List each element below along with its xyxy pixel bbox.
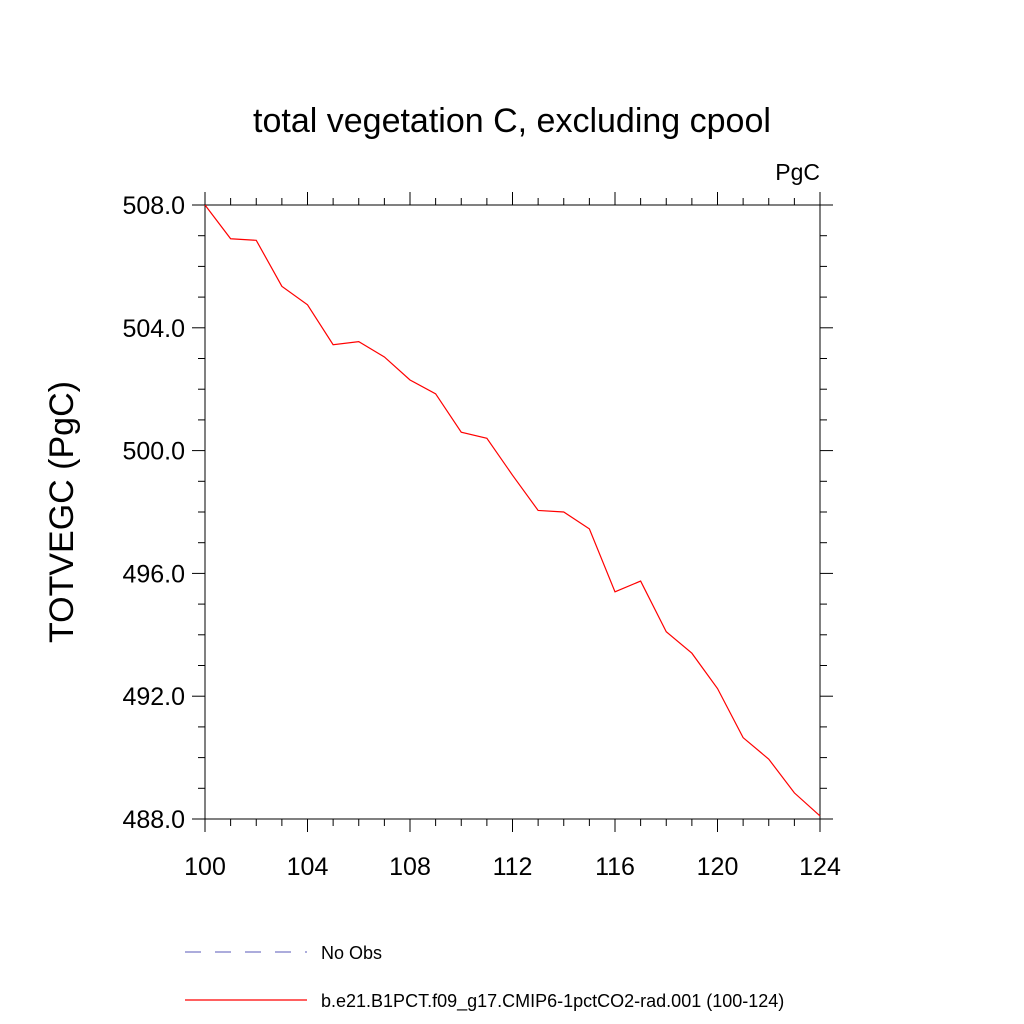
y-tick-label: 504.0 (122, 315, 185, 343)
legend: No Obs b.e21.B1PCT.f09_g17.CMIP6-1pctCO2-… (185, 943, 784, 1012)
chart-title: total vegetation C, excluding cpool (253, 102, 771, 140)
y-tick-label: 508.0 (122, 192, 185, 220)
x-tick-label: 108 (389, 853, 431, 881)
x-tick-label: 104 (287, 853, 329, 881)
x-tick-label: 100 (184, 853, 226, 881)
legend-label: No Obs (321, 943, 382, 963)
y-axis-label: TOTVEGC (PgC) (43, 381, 81, 643)
axis-ticks: 100 104 108 112 116 120 124 488.0 492.0 496.0 500.… (122, 192, 841, 881)
x-tick-label: 120 (697, 853, 739, 881)
x-tick-label: 124 (799, 853, 841, 881)
units-label: PgC (775, 159, 820, 185)
legend-label: b.e21.B1PCT.f09_g17.CMIP6-1pctCO2-rad.00… (321, 991, 784, 1012)
y-tick-label: 496.0 (122, 560, 185, 588)
x-tick-label: 116 (595, 853, 635, 881)
y-tick-label: 488.0 (122, 806, 185, 834)
y-tick-label: 492.0 (122, 683, 185, 711)
y-tick-label: 500.0 (122, 438, 185, 466)
x-tick-label: 112 (493, 853, 533, 881)
series-layer (204, 204, 821, 817)
series-line (204, 204, 821, 817)
